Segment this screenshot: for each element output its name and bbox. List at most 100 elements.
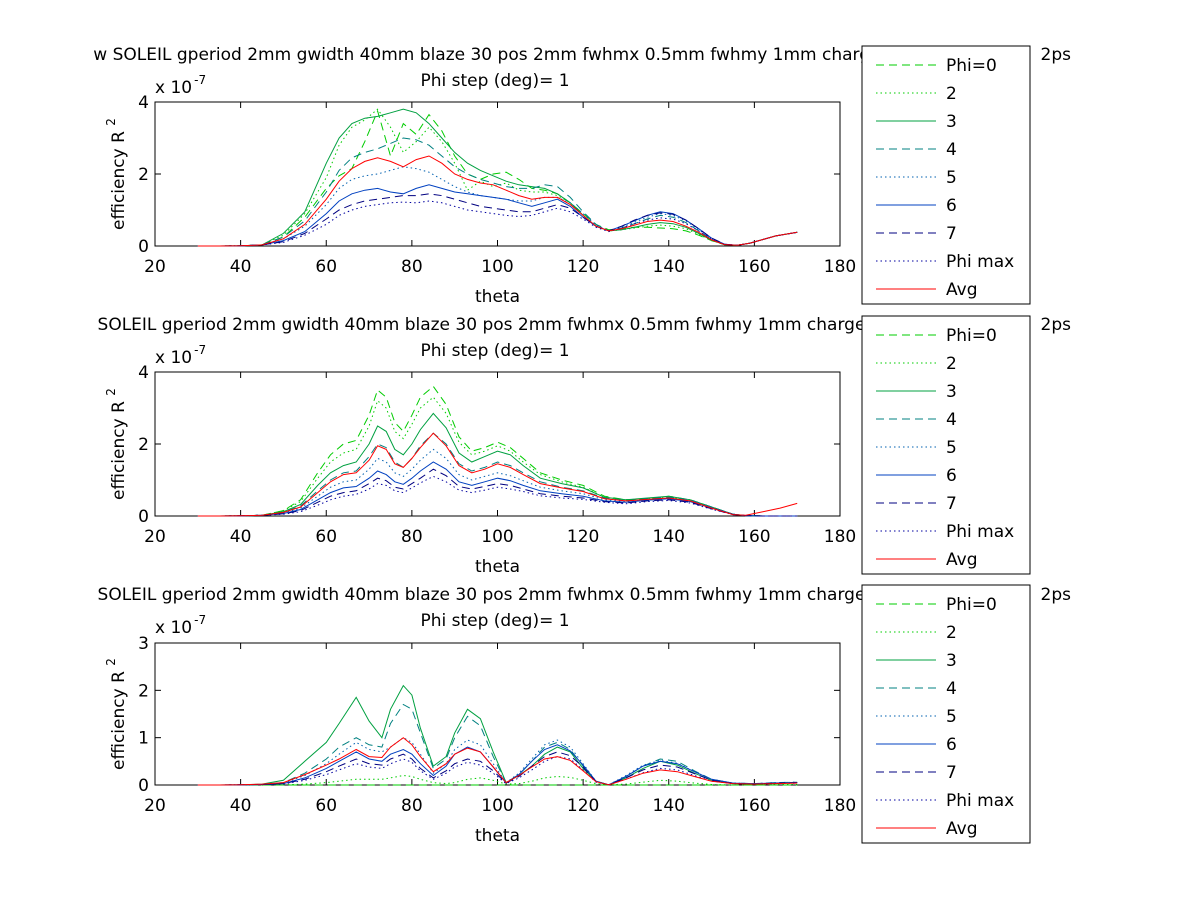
y-axis-label: efficiency R 2	[104, 118, 129, 230]
x-tick-label: 100	[481, 257, 513, 277]
x-tick-label: 160	[738, 527, 770, 547]
y-axis-label: efficiency R 2	[104, 388, 129, 500]
legend-entry: 5	[946, 707, 957, 727]
legend-entry: 5	[946, 438, 957, 458]
series-line-6	[197, 184, 798, 247]
x-tick-label: 60	[315, 257, 337, 277]
chart-title: SOLEIL gperiod 2mm gwidth 40mm blaze 30 …	[98, 315, 893, 335]
x-tick-label: 180	[824, 527, 856, 547]
x-tick-label: 120	[567, 527, 599, 547]
x-tick-label: 120	[567, 257, 599, 277]
x-tick-label: 60	[315, 527, 337, 547]
series-line-2	[197, 108, 798, 247]
legend-entry: 7	[946, 224, 957, 244]
x-tick-label: 120	[567, 796, 599, 816]
legend-entry: 6	[946, 466, 957, 486]
legend-entry: 5	[946, 168, 957, 188]
x-tick-label: 160	[738, 257, 770, 277]
y-tick-label: 3	[138, 634, 149, 654]
legend-entry: Phi=0	[946, 595, 997, 615]
x-tick-label: 140	[653, 527, 685, 547]
series-line-4	[197, 432, 798, 517]
series-line-2	[197, 774, 798, 786]
series-line-9	[197, 432, 798, 517]
series-line-8	[197, 756, 798, 786]
legend-entry: Phi max	[946, 252, 1014, 272]
series-line-5	[197, 166, 798, 247]
x-tick-label: 180	[824, 796, 856, 816]
x-tick-label: 80	[401, 527, 423, 547]
chart-subtitle: Phi step (deg)= 1	[420, 341, 569, 361]
chart-title-end: 2ps	[1041, 585, 1072, 605]
legend-entry: 2	[946, 623, 957, 643]
x-tick-label: 60	[315, 796, 337, 816]
series-line-7	[197, 193, 798, 247]
legend-entry: Avg	[946, 819, 978, 839]
y-exponent-label: x 10 -7	[155, 343, 206, 368]
x-tick-label: 180	[824, 257, 856, 277]
chart-title-end: 2ps	[1041, 45, 1072, 65]
chart-panel-3: SOLEIL gperiod 2mm gwidth 40mm blaze 30 …	[98, 584, 1072, 846]
series-group	[197, 684, 798, 786]
series-line-3	[197, 684, 798, 786]
legend-entry: 3	[946, 112, 957, 132]
series-line-7	[197, 468, 798, 517]
series-line-4	[197, 137, 798, 247]
series-line-2	[197, 396, 798, 517]
legend-entry: Phi max	[946, 522, 1014, 542]
y-tick-label: 1	[138, 729, 149, 749]
axes-box	[154, 371, 841, 517]
chart-title-end: 2ps	[1041, 315, 1072, 335]
series-line-9	[197, 737, 798, 786]
y-tick-label: 0	[138, 507, 149, 527]
series-line-7	[197, 751, 798, 786]
x-tick-label: 140	[653, 796, 685, 816]
x-tick-label: 20	[144, 796, 166, 816]
y-tick-label: 4	[138, 363, 149, 383]
y-tick-label: 0	[138, 776, 149, 796]
legend-entry: Avg	[946, 280, 978, 300]
legend: Phi=0 2 3 4 5 6 7 Phi max Avg	[861, 315, 1031, 575]
x-tick-label: 40	[230, 257, 252, 277]
legend-entry: 7	[946, 494, 957, 514]
series-group	[197, 108, 798, 247]
series-line-1	[197, 109, 798, 247]
x-tick-label: 20	[144, 257, 166, 277]
y-tick-label: 2	[138, 165, 149, 185]
legend-entry: 6	[946, 196, 957, 216]
x-tick-label: 40	[230, 796, 252, 816]
legend-entry: 3	[946, 382, 957, 402]
y-tick-label: 2	[138, 681, 149, 701]
axes-box	[154, 642, 841, 786]
x-tick-label: 80	[401, 257, 423, 277]
legend-entry: Phi=0	[946, 326, 997, 346]
series-line-4	[197, 703, 798, 786]
series-line-3	[197, 108, 798, 247]
series-line-6	[197, 461, 798, 517]
legend-entry: 4	[946, 140, 957, 160]
x-tick-label: 140	[653, 257, 685, 277]
legend-entry: Avg	[946, 550, 978, 570]
chart-panel-1: w SOLEIL gperiod 2mm gwidth 40mm blaze 3…	[93, 45, 1071, 307]
legend-entry: 2	[946, 354, 957, 374]
legend-entry: 6	[946, 735, 957, 755]
legend: Phi=0 2 3 4 5 6 7 Phi max Avg	[861, 45, 1031, 305]
x-axis-label: theta	[475, 287, 520, 307]
x-tick-label: 80	[401, 796, 423, 816]
x-axis-label: theta	[475, 826, 520, 846]
y-exponent-label: x 10 -7	[155, 613, 206, 638]
series-line-3	[197, 412, 798, 517]
legend-entry: 4	[946, 679, 957, 699]
y-tick-label: 4	[138, 93, 149, 113]
series-line-5	[197, 448, 798, 517]
legend-entry: 3	[946, 651, 957, 671]
y-tick-label: 0	[138, 237, 149, 257]
series-line-8	[197, 200, 798, 247]
y-axis-label: efficiency R 2	[104, 658, 129, 770]
legend-entry: Phi=0	[946, 56, 997, 76]
series-group	[197, 385, 798, 517]
chart-panel-2: SOLEIL gperiod 2mm gwidth 40mm blaze 30 …	[98, 315, 1072, 577]
legend-entry: 4	[946, 410, 957, 430]
chart-title: SOLEIL gperiod 2mm gwidth 40mm blaze 30 …	[98, 585, 893, 605]
